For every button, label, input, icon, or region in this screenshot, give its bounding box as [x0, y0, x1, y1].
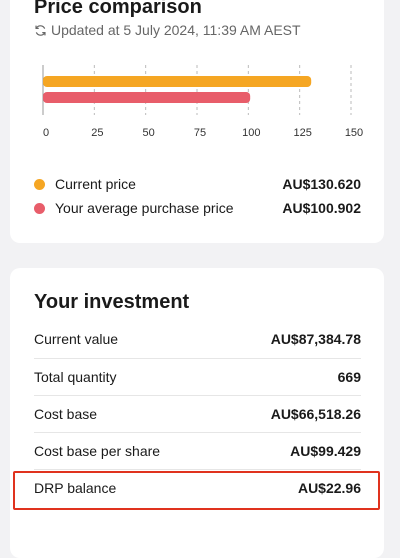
x-tick-label: 100 — [242, 127, 260, 139]
row-label: Current value — [34, 331, 119, 347]
row-value: AU$87,384.78 — [270, 331, 361, 347]
row-value: 669 — [337, 369, 361, 385]
row-label: Total quantity — [34, 369, 117, 385]
legend-swatch — [34, 202, 45, 214]
highlight-box — [13, 471, 380, 510]
updated-text: Updated at 5 July 2024, 11:39 AM AEST — [34, 22, 301, 38]
investment-row: Total quantity 669 — [34, 358, 361, 395]
screen: Price comparison Updated at 5 July 2024,… — [10, 0, 384, 558]
legend-item: Your average purchase price AU$100.902 — [34, 198, 361, 218]
row-value: AU$66,518.26 — [270, 406, 361, 422]
x-tick-label: 150 — [345, 127, 363, 139]
investment-row: DRP balance AU$22.96 — [34, 469, 361, 506]
updated-label: Updated at 5 July 2024, 11:39 AM AEST — [51, 22, 301, 38]
investment-row: Current value AU$87,384.78 — [34, 321, 361, 357]
legend-value: AU$130.620 — [282, 176, 361, 192]
row-label: Cost base — [34, 406, 98, 422]
legend-label: Your average purchase price — [55, 200, 234, 216]
bar — [43, 92, 251, 103]
x-tick-label: 25 — [91, 127, 103, 139]
investment-card: Your investment Current value AU$87,384.7… — [10, 268, 384, 558]
row-label: DRP balance — [34, 480, 117, 496]
row-value: AU$99.429 — [290, 443, 361, 459]
row-label: Cost base per share — [34, 443, 161, 459]
refresh-icon — [35, 24, 46, 36]
card-title: Price comparison — [34, 0, 202, 18]
x-tick-label: 75 — [194, 127, 206, 139]
chart: 0 25 50 75 100 125 150 — [42, 65, 363, 139]
card-title: Your investment — [34, 291, 190, 313]
bar — [43, 76, 312, 87]
legend-label: Current price — [55, 176, 136, 192]
investment-row: Cost base per share AU$99.429 — [34, 432, 361, 469]
x-tick-label: 0 — [43, 127, 49, 139]
investment-row: Cost base AU$66,518.26 — [34, 395, 361, 432]
legend-swatch — [34, 178, 45, 190]
x-tick-label: 125 — [293, 127, 311, 139]
price-card: Price comparison Updated at 5 July 2024,… — [10, 0, 384, 243]
legend-value: AU$100.902 — [282, 200, 361, 216]
x-tick-label: 50 — [143, 127, 155, 139]
legend-item: Current price AU$130.620 — [34, 174, 361, 194]
row-value: AU$22.96 — [297, 480, 361, 496]
